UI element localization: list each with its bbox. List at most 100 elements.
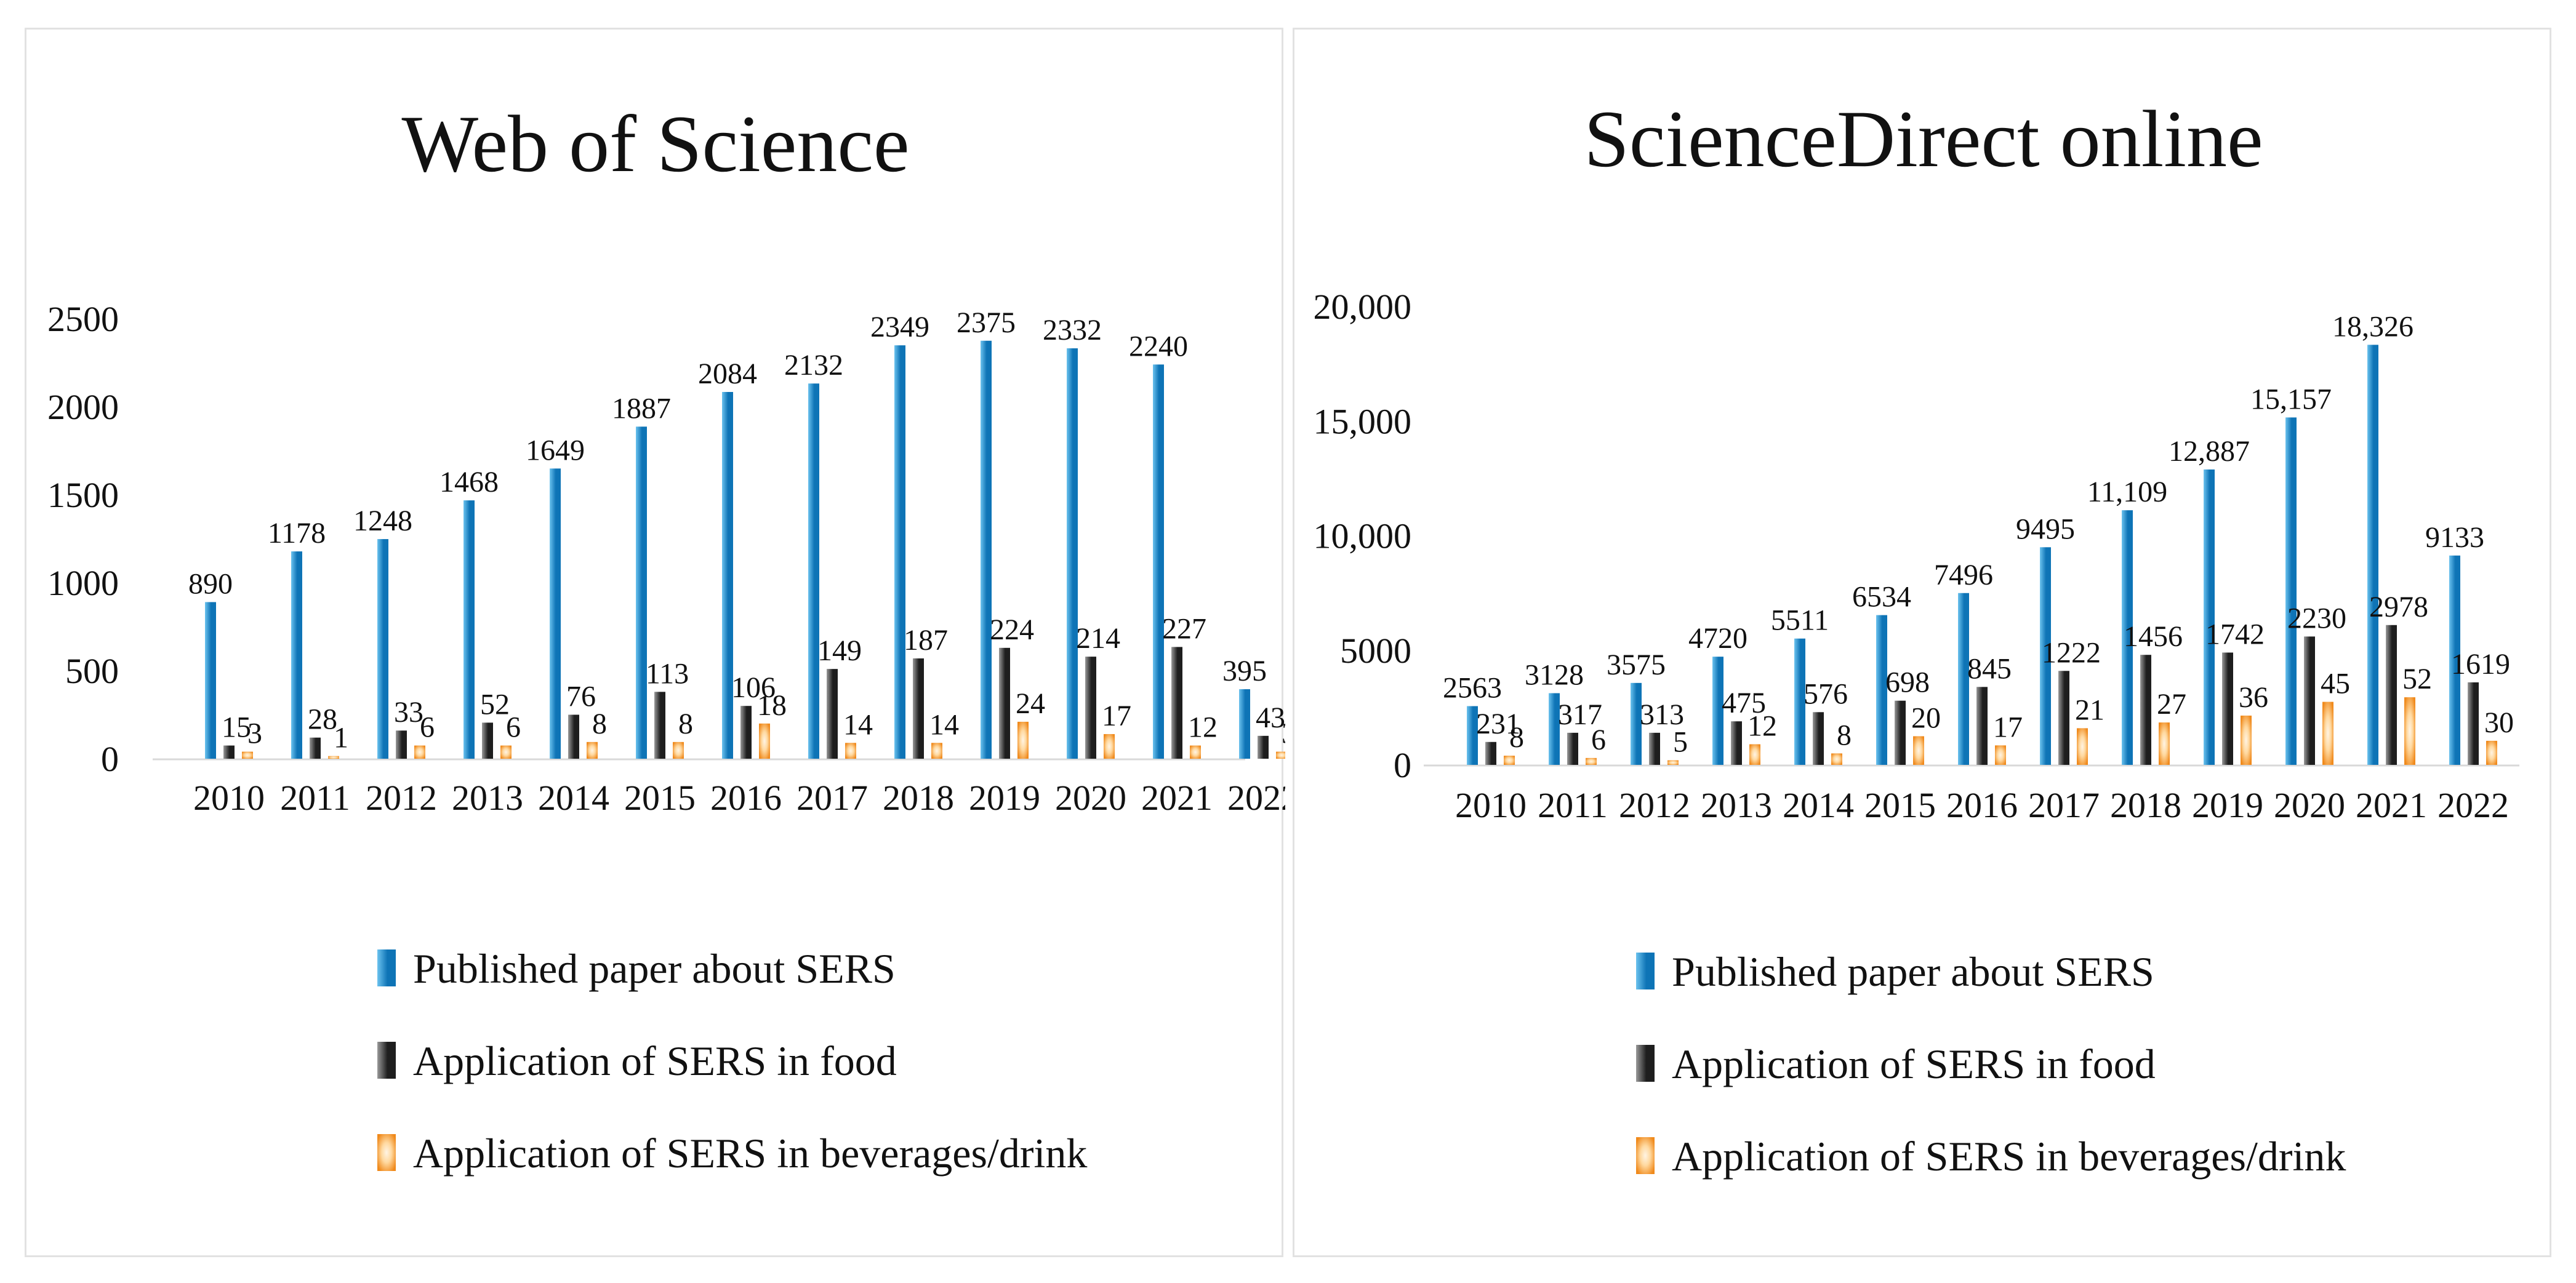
data-label-published: 890 bbox=[188, 567, 233, 600]
bar-beverages-2014 bbox=[1831, 753, 1842, 765]
bar-published-2015 bbox=[1876, 615, 1887, 765]
data-label-beverages: 3 bbox=[1282, 717, 1285, 750]
bar-beverages-2013 bbox=[1749, 744, 1760, 765]
data-label-published: 4720 bbox=[1688, 622, 1747, 655]
bar-food-2021 bbox=[2386, 625, 2397, 765]
bar-food-2015 bbox=[1895, 700, 1906, 765]
x-tick-label: 2017 bbox=[2028, 785, 2100, 825]
data-label-beverages: 12 bbox=[1747, 709, 1777, 742]
data-label-published: 12,887 bbox=[2169, 435, 2250, 468]
bar-published-2018 bbox=[894, 345, 905, 759]
data-label-beverages: 17 bbox=[1102, 700, 1131, 732]
data-label-beverages: 24 bbox=[1016, 687, 1045, 720]
data-label-beverages: 6 bbox=[506, 711, 521, 744]
x-tick-label: 2022 bbox=[1227, 778, 1285, 818]
bar-published-2017 bbox=[2040, 547, 2051, 765]
bar-published-2020 bbox=[2285, 417, 2297, 765]
bar-published-2019 bbox=[981, 340, 992, 759]
x-tick-label: 2010 bbox=[193, 778, 265, 818]
bar-beverages-2022 bbox=[2486, 740, 2497, 765]
data-label-food: 187 bbox=[904, 624, 948, 657]
x-tick-label: 2011 bbox=[280, 778, 350, 818]
bar-published-2015 bbox=[636, 426, 647, 759]
bar-beverages-2013 bbox=[500, 745, 512, 759]
data-label-food: 698 bbox=[1885, 666, 1930, 699]
x-tick-label: 2014 bbox=[1783, 785, 1854, 825]
bar-food-2017 bbox=[827, 669, 838, 759]
legend-label-beverages: Application of SERS in beverages/drink bbox=[1672, 1133, 2346, 1180]
bar-food-2012 bbox=[1649, 732, 1660, 765]
data-label-beverages: 8 bbox=[1837, 719, 1852, 751]
y-tick-label: 2000 bbox=[47, 387, 119, 427]
bar-food-2010 bbox=[223, 745, 235, 759]
data-label-published: 18,326 bbox=[2332, 310, 2413, 343]
bar-published-2016 bbox=[1958, 593, 1969, 765]
x-tick-label: 2016 bbox=[1946, 785, 2018, 825]
bar-beverages-2010 bbox=[1504, 756, 1515, 765]
data-label-food: 43 bbox=[1256, 701, 1285, 734]
data-label-published: 1887 bbox=[612, 392, 671, 425]
data-label-published: 1248 bbox=[353, 505, 412, 537]
x-tick-label: 2015 bbox=[624, 778, 696, 818]
bar-published-2010 bbox=[1467, 706, 1478, 765]
data-label-beverages: 27 bbox=[2157, 688, 2186, 721]
data-label-beverages: 3 bbox=[247, 717, 262, 750]
data-label-published: 9495 bbox=[2016, 513, 2075, 545]
bar-food-2022 bbox=[2468, 682, 2479, 765]
legend-swatch-published bbox=[377, 949, 396, 986]
data-label-published: 9133 bbox=[2425, 521, 2484, 554]
data-label-beverages: 18 bbox=[757, 689, 787, 722]
x-tick-label: 2012 bbox=[366, 778, 437, 818]
x-tick-label: 2016 bbox=[710, 778, 782, 818]
bar-beverages-2018 bbox=[2159, 722, 2170, 765]
data-label-beverages: 20 bbox=[1911, 701, 1941, 734]
x-tick-label: 2018 bbox=[883, 778, 954, 818]
bar-published-2017 bbox=[808, 383, 819, 759]
data-label-food: 113 bbox=[646, 657, 689, 690]
bar-published-2020 bbox=[1067, 348, 1078, 759]
data-label-published: 11,109 bbox=[2087, 476, 2167, 508]
bar-published-2016 bbox=[722, 391, 733, 759]
legend-swatch-beverages bbox=[1636, 1137, 1655, 1174]
bar-beverages-2015 bbox=[1913, 736, 1924, 765]
data-label-published: 2132 bbox=[784, 349, 843, 382]
bar-food-2011 bbox=[1567, 732, 1578, 765]
x-tick-label: 2011 bbox=[1538, 785, 1608, 825]
bar-food-2010 bbox=[1485, 741, 1496, 765]
data-label-published: 15,157 bbox=[2250, 383, 2332, 415]
bar-published-2022 bbox=[2449, 555, 2460, 765]
data-label-published: 2349 bbox=[870, 311, 929, 343]
bar-beverages-2012 bbox=[414, 745, 425, 759]
y-tick-label: 0 bbox=[1394, 745, 1411, 785]
bar-food-2019 bbox=[999, 647, 1010, 759]
data-label-published: 3128 bbox=[1525, 658, 1584, 691]
y-tick-label: 500 bbox=[65, 651, 119, 691]
bar-beverages-2018 bbox=[931, 743, 942, 759]
bar-food-2016 bbox=[740, 706, 752, 759]
bar-food-2013 bbox=[1731, 721, 1742, 765]
bar-beverages-2016 bbox=[1995, 745, 2006, 765]
bar-beverages-2011 bbox=[1586, 757, 1597, 765]
legend-label-food: Application of SERS in food bbox=[413, 1037, 897, 1084]
bar-published-2013 bbox=[1712, 657, 1723, 765]
data-label-published: 2375 bbox=[957, 306, 1016, 339]
data-label-food: 313 bbox=[1640, 698, 1684, 731]
data-label-published: 1468 bbox=[439, 466, 499, 498]
legend-swatch-published bbox=[1636, 953, 1655, 989]
data-label-food: 1456 bbox=[2124, 620, 2183, 653]
legend-swatch-beverages bbox=[377, 1134, 396, 1171]
legend-label-published: Published paper about SERS bbox=[413, 945, 896, 992]
bar-beverages-2019 bbox=[1017, 721, 1029, 759]
chart-title: Web of Science bbox=[402, 98, 910, 189]
chart-panel-web-of-science: Web of Science 0 500 1000 1500 2000 2500 890 15 3… bbox=[25, 28, 1285, 1257]
bar-food-2017 bbox=[2058, 671, 2069, 765]
data-label-beverages: 52 bbox=[2402, 663, 2432, 695]
bar-food-2012 bbox=[396, 730, 407, 759]
bar-beverages-2021 bbox=[2404, 697, 2415, 765]
bar-food-2018 bbox=[913, 658, 924, 759]
x-tick-label: 2010 bbox=[1455, 785, 1527, 825]
data-label-food: 15 bbox=[222, 711, 251, 744]
data-label-food: 576 bbox=[1804, 677, 1848, 710]
legend-label-published: Published paper about SERS bbox=[1672, 948, 2154, 995]
data-label-beverages: 14 bbox=[843, 708, 873, 741]
